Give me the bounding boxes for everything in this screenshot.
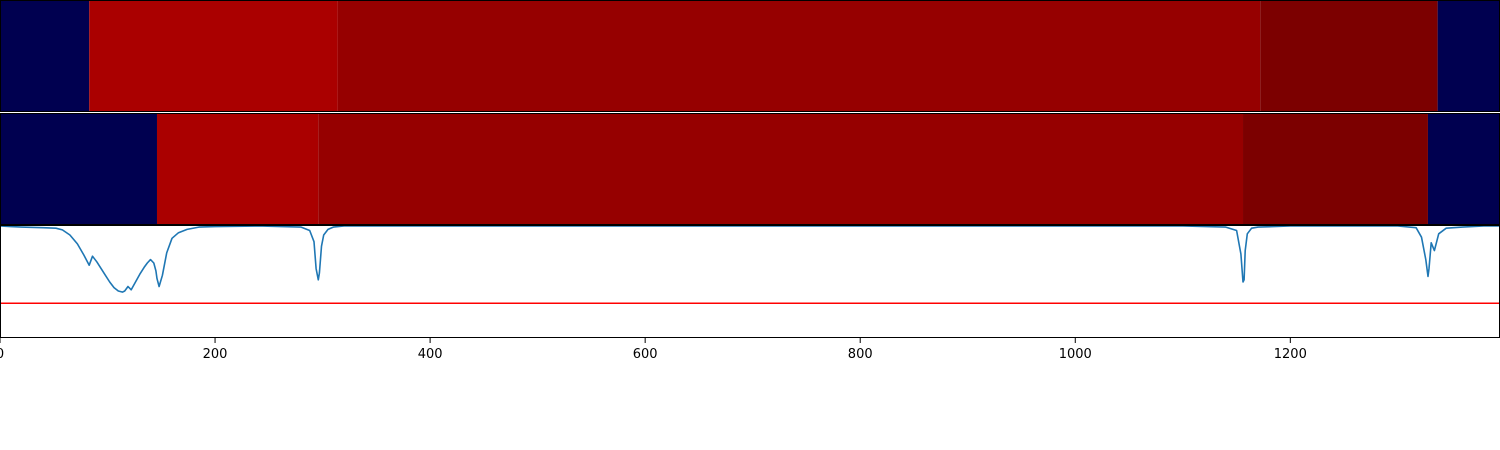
heatmap-row-2-segment-2 — [156, 114, 319, 225]
x-tick-label: 200 — [203, 347, 228, 362]
x-tick-label: 0 — [0, 347, 4, 362]
x-tick-label: 1200 — [1274, 347, 1307, 362]
heatmap-row-2-segment-4 — [1243, 114, 1428, 225]
x-tick-label: 600 — [633, 347, 658, 362]
signal-panel-background — [0, 226, 1500, 338]
heatmap-row-1-segment-2 — [89, 1, 338, 112]
heatmap-row-2-segment-1 — [0, 114, 157, 225]
heatmap-row-1-segment-3 — [337, 1, 1261, 112]
heatmap-row-1-segment-5 — [1437, 1, 1500, 112]
heatmap-row-1 — [0, 1, 1500, 112]
heatmap-row-2-segment-3 — [318, 114, 1244, 225]
x-tick-label: 800 — [848, 347, 873, 362]
x-tick-label: 1000 — [1059, 347, 1092, 362]
x-axis: 0 200 400 600 800 1000 1200 — [0, 338, 1307, 362]
heatmap-row-2 — [0, 114, 1500, 225]
signal-panel — [0, 225, 1500, 338]
x-tick-label: 400 — [418, 347, 443, 362]
heatmap-row-1-segment-1 — [0, 1, 90, 112]
heatmap-row-1-segment-4 — [1260, 1, 1438, 112]
heatmap-row-2-segment-5 — [1427, 114, 1500, 225]
